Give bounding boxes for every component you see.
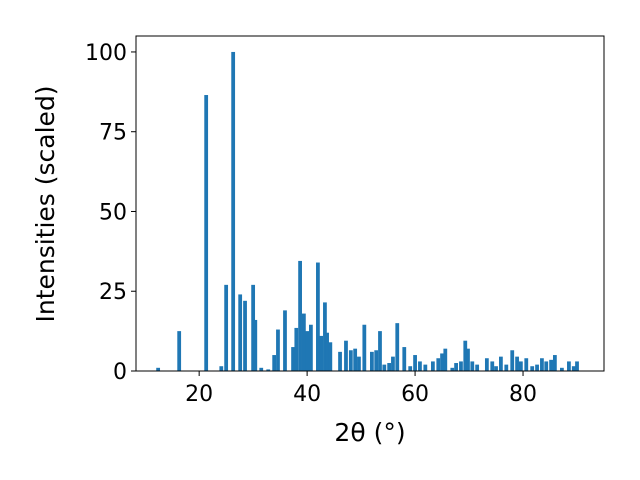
x-axis-label: 2θ (°)	[334, 418, 405, 447]
bar	[524, 358, 529, 371]
bar	[463, 340, 468, 371]
bar	[510, 350, 515, 371]
bar	[357, 356, 361, 371]
bar	[204, 95, 209, 372]
x-tick-label: 80	[509, 382, 537, 407]
bar	[470, 361, 475, 371]
bar	[338, 351, 342, 371]
bar	[382, 364, 387, 371]
bar	[319, 335, 324, 371]
bar	[305, 331, 310, 371]
bar	[571, 366, 576, 371]
bar	[219, 366, 224, 371]
bar	[374, 350, 379, 371]
x-tick-label: 20	[185, 382, 213, 407]
bar	[266, 369, 271, 371]
bar	[560, 367, 564, 371]
bar	[413, 355, 417, 371]
bar	[466, 348, 470, 371]
bar	[391, 356, 395, 371]
bar	[224, 284, 229, 371]
bar	[344, 340, 348, 371]
bar	[436, 358, 441, 371]
bar	[484, 358, 489, 371]
bar	[395, 323, 400, 371]
bar	[418, 361, 422, 371]
bar	[298, 260, 302, 371]
bar	[251, 284, 256, 371]
y-tick-label: 50	[99, 200, 127, 225]
bar	[253, 319, 258, 371]
bar	[430, 361, 435, 371]
bar	[549, 359, 553, 371]
bar	[362, 324, 367, 371]
bar	[259, 367, 264, 371]
y-tick-label: 25	[99, 280, 127, 305]
bar	[328, 342, 333, 371]
bar	[535, 364, 539, 371]
bar	[325, 332, 329, 371]
bar	[378, 331, 382, 371]
bar	[459, 361, 463, 371]
x-tick-label: 60	[401, 382, 429, 407]
bar	[490, 361, 495, 371]
bar	[575, 361, 579, 371]
bar	[402, 347, 407, 371]
bar	[348, 350, 353, 371]
bar	[294, 327, 299, 371]
bar	[309, 324, 313, 371]
bar	[443, 348, 448, 371]
bar	[567, 361, 571, 371]
y-tick-label: 100	[85, 41, 127, 66]
x-tick-label: 40	[293, 382, 321, 407]
bar	[291, 347, 295, 371]
bar	[231, 51, 236, 371]
bar	[301, 313, 306, 371]
bar	[156, 367, 161, 371]
bar	[238, 294, 243, 371]
bar	[283, 310, 287, 371]
bar	[515, 356, 519, 371]
bar	[440, 353, 444, 371]
bar	[552, 355, 557, 371]
bar	[387, 363, 392, 371]
bar	[544, 361, 549, 371]
bar	[504, 364, 509, 371]
bar	[316, 262, 320, 371]
bar	[177, 331, 182, 371]
bar	[408, 366, 413, 371]
bar	[499, 356, 503, 371]
bar	[323, 302, 327, 371]
plot-frame	[135, 35, 605, 372]
bar	[272, 355, 277, 371]
bar	[353, 348, 358, 371]
bar	[276, 329, 280, 371]
bar	[540, 358, 544, 371]
bar	[475, 364, 480, 371]
bar	[494, 366, 498, 371]
y-axis-label: Intensities (scaled)	[31, 85, 60, 322]
bar	[518, 361, 523, 371]
bar	[243, 300, 247, 371]
y-tick-label: 0	[113, 360, 127, 385]
y-tick-label: 75	[99, 121, 127, 146]
bar	[530, 366, 535, 371]
bar	[423, 364, 428, 371]
bar	[454, 363, 458, 371]
bar	[370, 351, 374, 371]
bar	[450, 367, 455, 371]
